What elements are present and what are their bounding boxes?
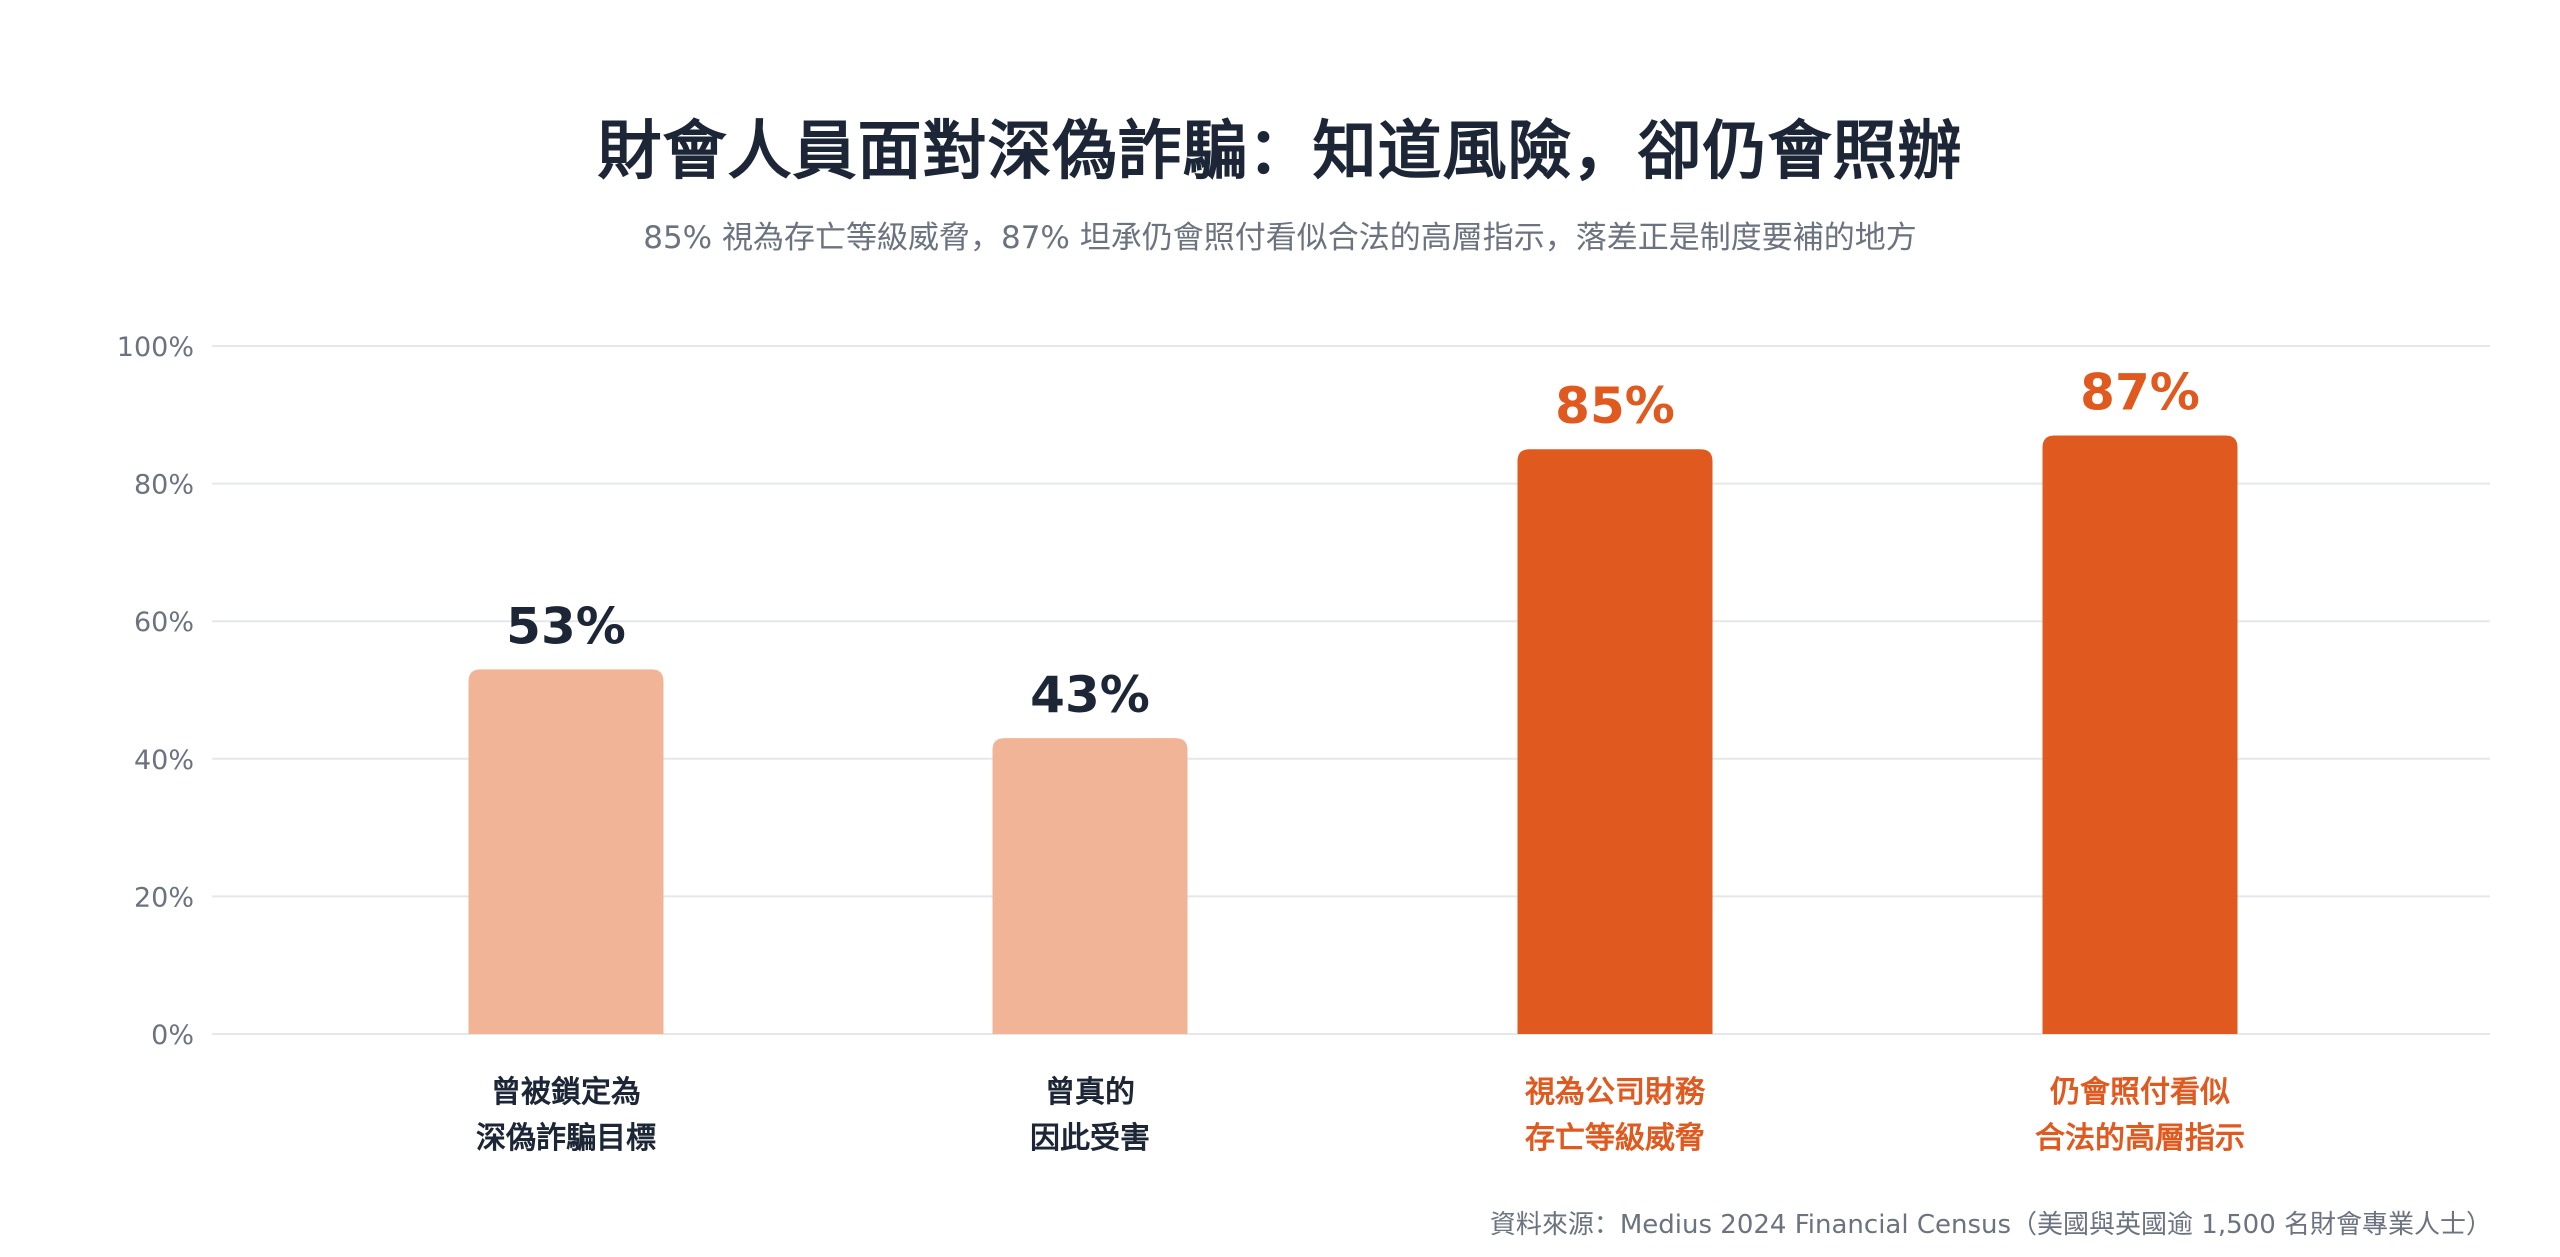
chart-subtitle: 85% 視為存亡等級威脅，87% 坦承仍會照付看似合法的高層指示，落差正是制度要… (643, 220, 1917, 256)
bar (2042, 435, 2238, 1034)
y-tick-label: 40% (134, 745, 194, 776)
x-tick-label: 存亡等級威脅 (1525, 1121, 1705, 1156)
chart-title: 財會人員面對深偽詐騙：知道風險，卻仍會照辦 (597, 115, 1963, 189)
x-tick-label: 曾被鎖定為 (491, 1075, 641, 1110)
y-tick-label: 0% (151, 1020, 194, 1051)
data-label: 43% (1030, 666, 1150, 724)
x-tick-label: 因此受害 (1030, 1121, 1150, 1156)
y-tick-label: 80% (134, 470, 194, 501)
y-tick-label: 60% (134, 607, 194, 638)
bar (1517, 449, 1713, 1034)
bar (992, 738, 1188, 1034)
y-tick-label: 20% (134, 882, 194, 913)
x-tick-label: 深偽詐騙目標 (476, 1121, 656, 1156)
data-label: 87% (2080, 363, 2200, 421)
data-label: 53% (506, 597, 626, 655)
bar (468, 669, 664, 1034)
y-tick-label: 100% (117, 332, 194, 363)
source-note: 資料來源：Medius 2024 Financial Census（美國與英國逾… (1489, 1210, 2492, 1240)
x-tick-label: 曾真的 (1045, 1075, 1135, 1110)
data-label: 85% (1555, 377, 1675, 435)
x-tick-label: 視為公司財務 (1525, 1075, 1706, 1110)
x-tick-label: 合法的高層指示 (2035, 1121, 2245, 1156)
x-tick-label: 仍會照付看似 (2050, 1075, 2230, 1110)
